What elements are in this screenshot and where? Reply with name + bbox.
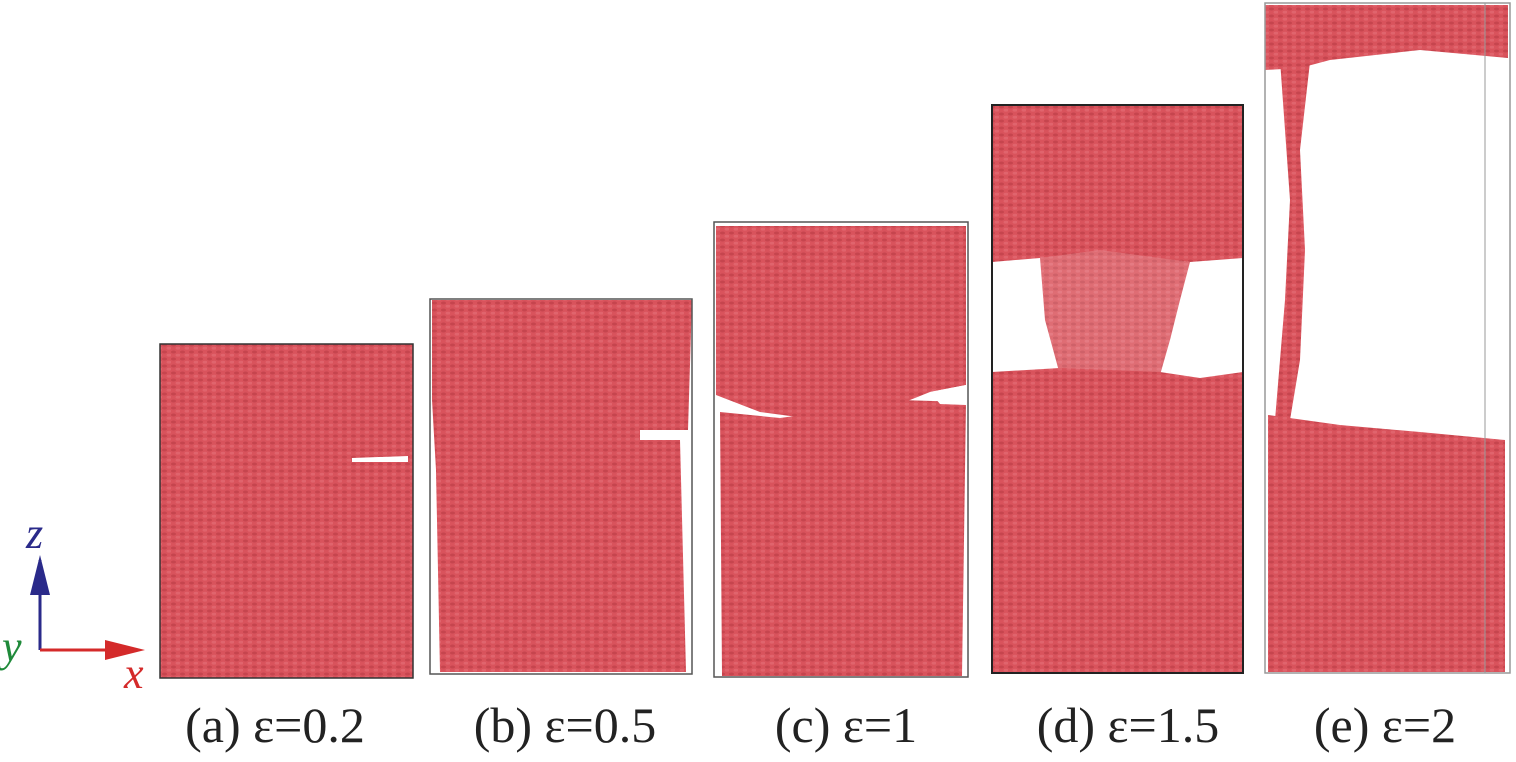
- caption-d: (d) ε=1.5: [1036, 697, 1220, 753]
- upper-fragment: [992, 105, 1243, 262]
- panel-c: [713, 221, 969, 678]
- caption-e: (e) ε=2: [1313, 697, 1457, 753]
- z-arrow-head: [30, 555, 50, 595]
- panel-e: [1264, 2, 1511, 674]
- caption-a: (a) ε=0.2: [185, 697, 365, 753]
- fibrous-neck: [1040, 248, 1190, 375]
- left-strand: [1275, 60, 1310, 420]
- material-block: [160, 344, 413, 678]
- simulation-panels: [30, 2, 1511, 679]
- panel-d: [991, 104, 1244, 674]
- x-arrow-head: [105, 640, 145, 660]
- void: [640, 430, 690, 440]
- material-block: [432, 300, 692, 672]
- simulation-box: [159, 343, 414, 679]
- y-axis-label: y: [2, 622, 22, 671]
- caption-c: (c) ε=1: [774, 697, 918, 753]
- simulation-box-inner: [1484, 2, 1511, 674]
- axis-triad: [30, 555, 145, 660]
- upper-fragment: [716, 226, 966, 420]
- lower-fragment: [1268, 415, 1505, 672]
- x-axis-label: x: [124, 649, 144, 698]
- void: [352, 456, 408, 462]
- caption-b: (b) ε=0.5: [473, 697, 657, 753]
- void: [930, 385, 966, 405]
- simulation-box: [429, 298, 693, 675]
- lower-fragment: [720, 400, 966, 676]
- panel-a: [159, 343, 414, 679]
- lower-fragment: [992, 368, 1243, 672]
- simulation-box: [991, 104, 1244, 674]
- z-axis-label: z: [26, 509, 44, 558]
- panel-b: [429, 298, 693, 675]
- upper-fragment: [1265, 5, 1508, 70]
- simulation-box: [713, 221, 969, 678]
